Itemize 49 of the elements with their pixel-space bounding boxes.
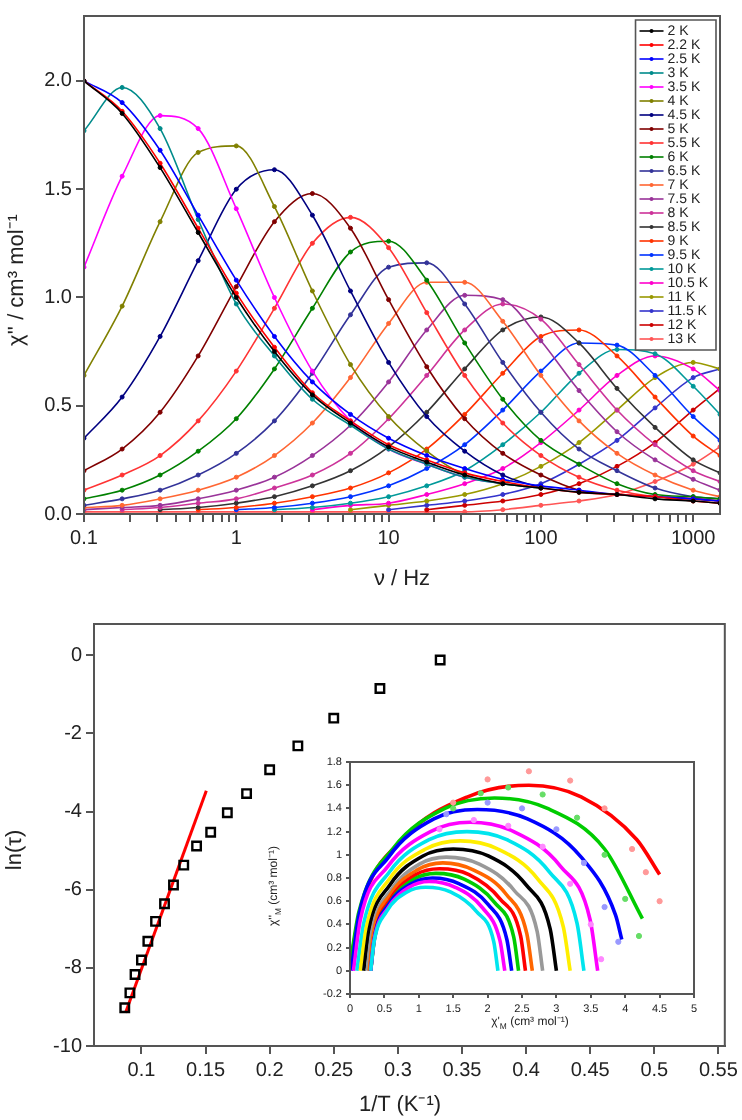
y-tick-label: -8 — [64, 957, 83, 980]
x-tick-label: 0.4 — [512, 1059, 541, 1082]
x-axis-title: ν / Hz — [373, 567, 431, 591]
point — [434, 654, 446, 666]
y-axis-title: χ'' / cm³ mol⁻¹ — [5, 214, 29, 346]
point — [264, 764, 276, 776]
point — [241, 788, 253, 800]
point — [374, 683, 386, 694]
point — [142, 935, 154, 947]
x-tick-label: 0.5 — [640, 1059, 670, 1082]
x-tick-label: 0.1 — [127, 1059, 157, 1082]
x-tick-label: 0.55 — [698, 1059, 739, 1082]
x-axis-title: 1/T (K⁻¹) — [358, 1093, 442, 1117]
point — [205, 826, 217, 838]
y-tick-label: -10 — [53, 1035, 83, 1058]
x-tick-label: 1000 — [670, 527, 717, 550]
y-tick-label: 0 — [70, 644, 83, 667]
y-tick-label: 0.0 — [44, 503, 73, 526]
point — [328, 712, 340, 724]
line-series — [350, 807, 624, 973]
point — [124, 987, 136, 999]
point — [292, 740, 304, 752]
point — [191, 840, 203, 852]
x-tick-label: 100 — [524, 527, 559, 550]
y-tick-label: -6 — [64, 879, 83, 902]
point — [150, 915, 161, 927]
x-tick-label: 0.15 — [186, 1059, 226, 1082]
point — [119, 1002, 131, 1014]
y-tick-label: 1.0 — [44, 286, 73, 309]
y-tick-label: 2.0 — [44, 70, 73, 93]
x-tick-label: 0.1 — [70, 527, 99, 550]
x-tick-label: 1 — [230, 527, 243, 550]
y-tick-label: 0.5 — [44, 395, 73, 418]
point — [136, 954, 147, 966]
y-tick-label: -2 — [64, 722, 83, 745]
point — [178, 859, 190, 871]
y-axis-title: ln(τ) — [3, 829, 27, 871]
x-tick-label: 0.2 — [255, 1059, 285, 1082]
x-tick-label: 0.3 — [383, 1059, 413, 1082]
point — [168, 879, 179, 891]
point — [129, 969, 141, 980]
x-tick-label: 0.45 — [570, 1059, 611, 1082]
y-tick-label: -4 — [64, 801, 83, 824]
x-tick-label: 10 — [377, 527, 401, 550]
point — [221, 807, 233, 819]
y-tick-label: 1.5 — [44, 178, 73, 201]
x-tick-label: 0.35 — [442, 1059, 483, 1082]
x-tick-label: 0.25 — [314, 1059, 355, 1082]
point — [159, 898, 170, 910]
